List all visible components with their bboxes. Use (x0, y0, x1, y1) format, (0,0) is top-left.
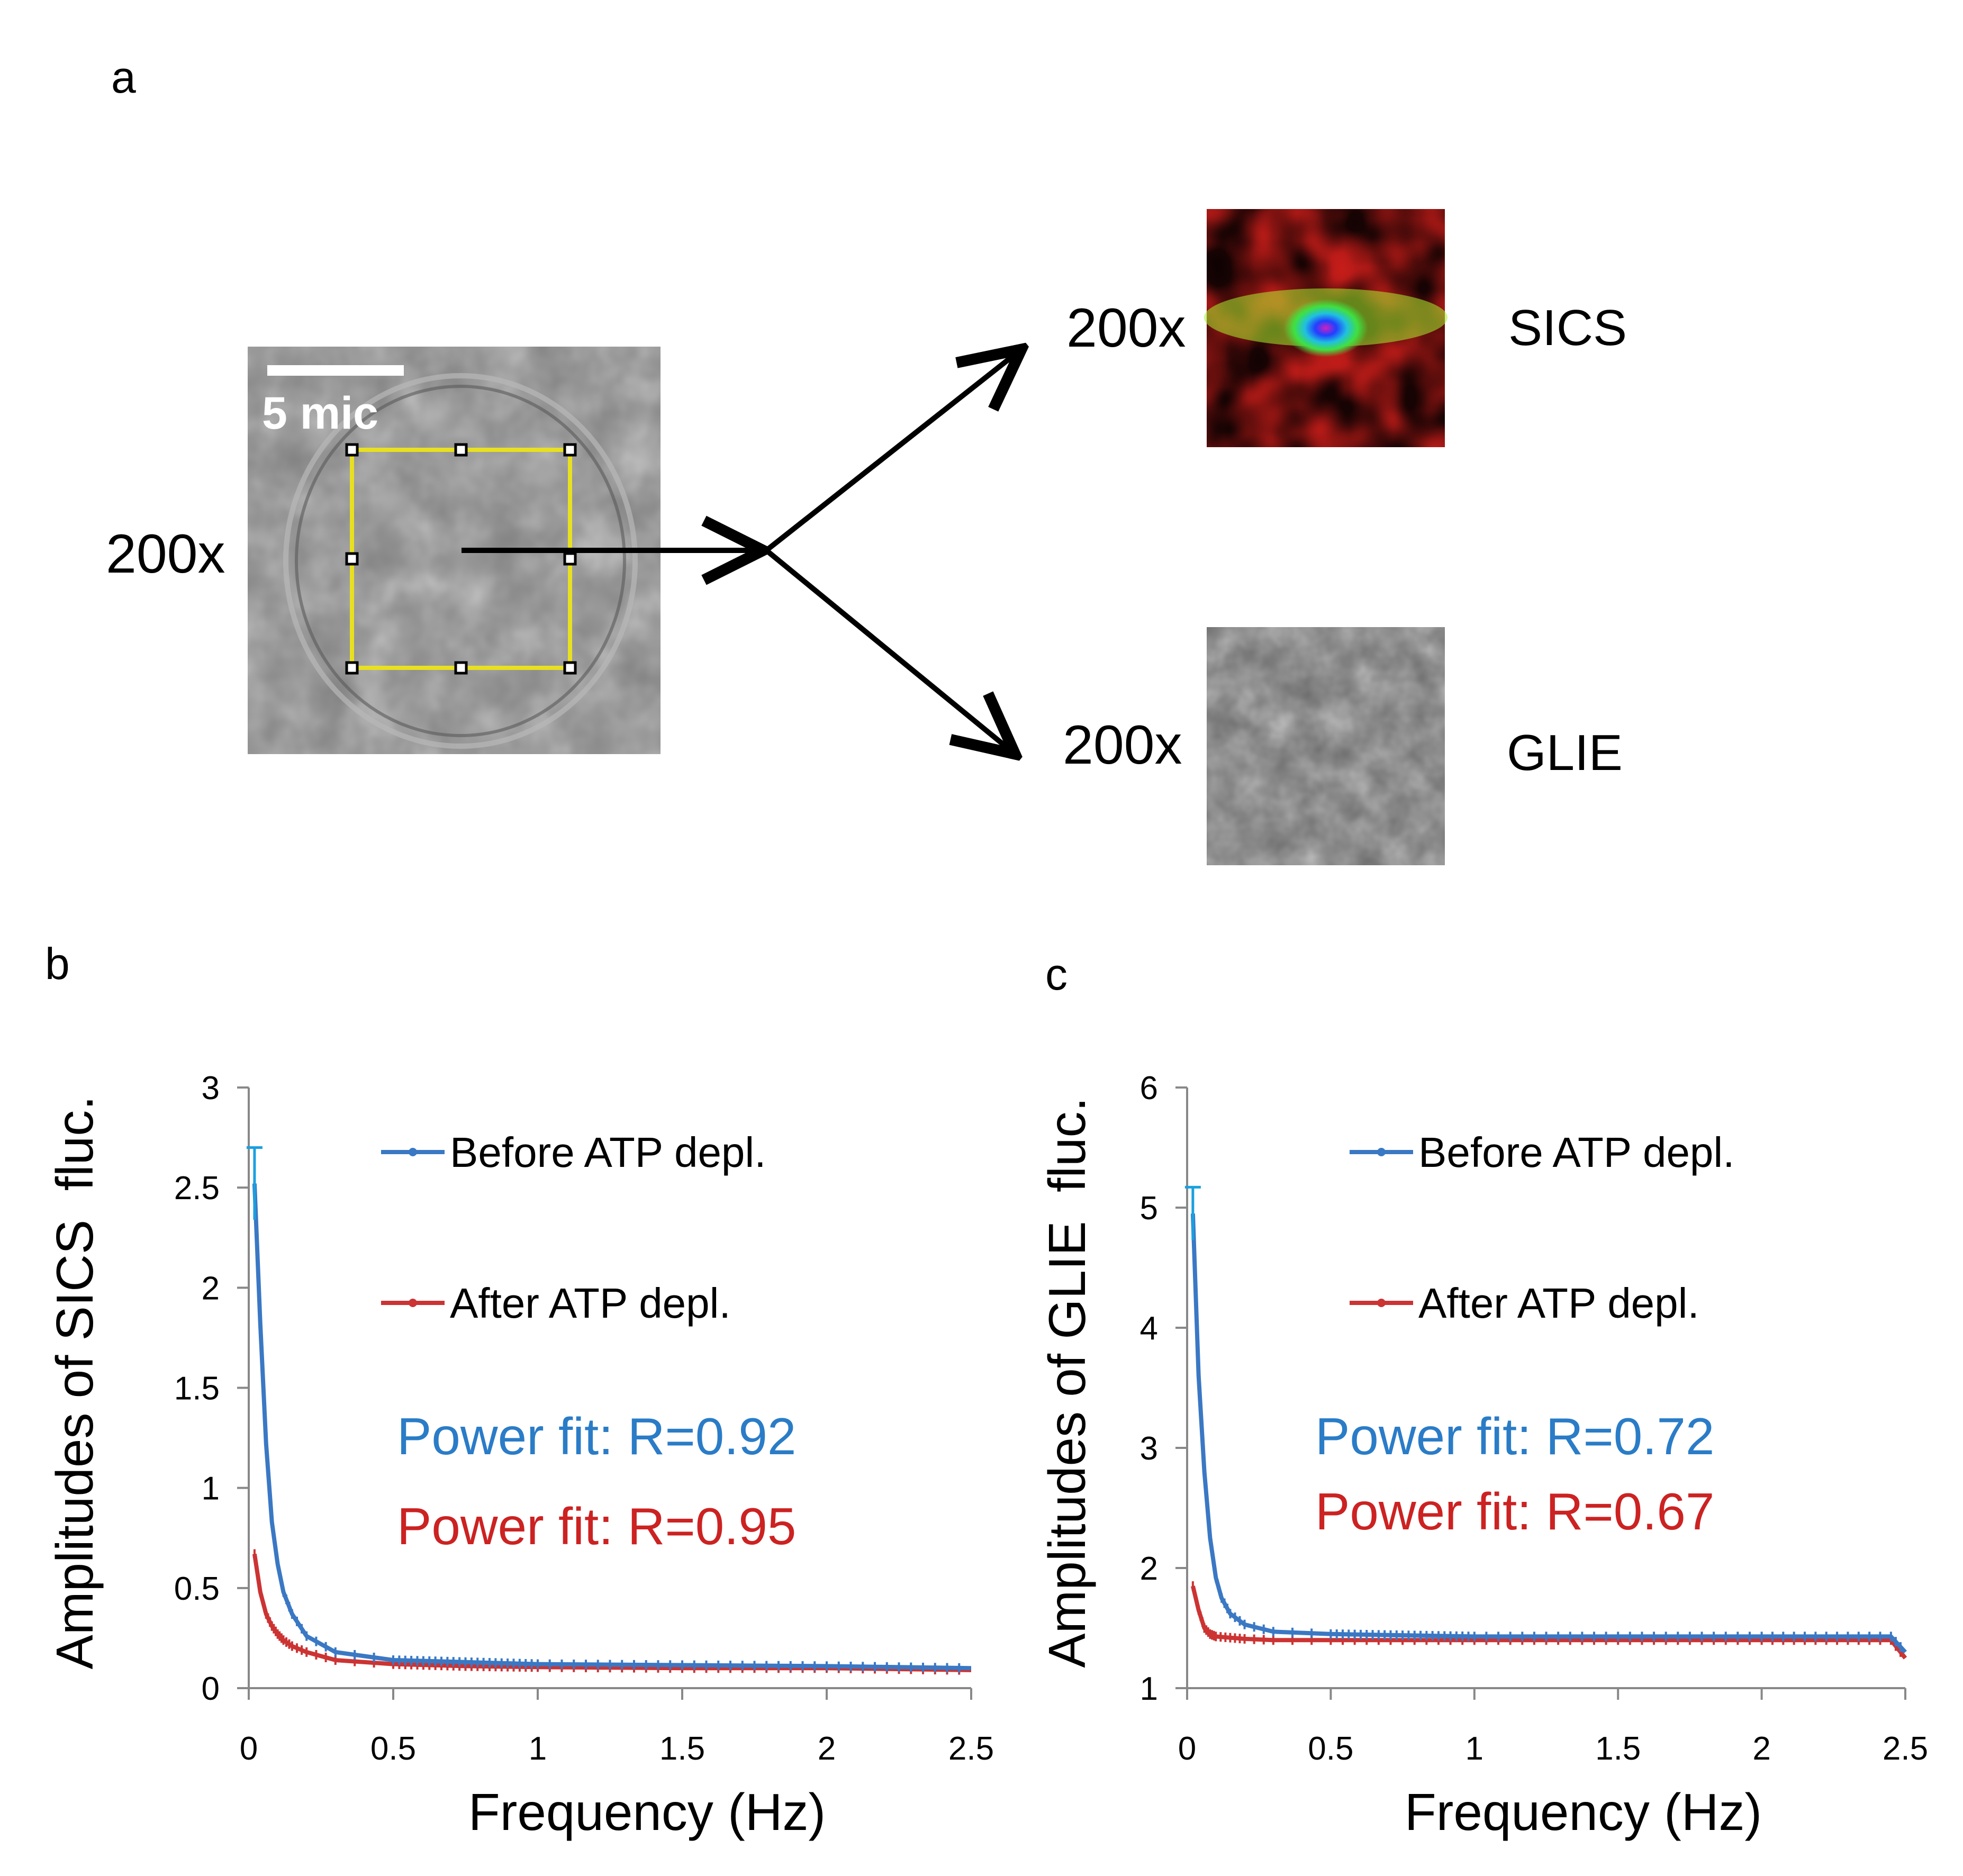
roi-selection-box (345, 443, 577, 675)
y-tick-label: 2 (1140, 1551, 1158, 1587)
glie-magnification-label: 200x (1063, 714, 1182, 776)
y-tick-label: 6 (1140, 1070, 1158, 1107)
x-tick-label: 0 (1178, 1730, 1196, 1767)
power-fit-annotation: Power fit: R=0.67 (1315, 1482, 1714, 1540)
scale-bar (267, 365, 404, 376)
y-tick-label: 5 (1140, 1190, 1158, 1227)
scale-bar-label: 5 mic (262, 388, 378, 439)
x-tick-label: 0 (240, 1730, 258, 1767)
legend-marker (1377, 1299, 1386, 1307)
arrow-to-glie (764, 548, 1015, 754)
x-tick-label: 1.5 (659, 1730, 705, 1767)
y-tick-label: 1 (202, 1471, 220, 1507)
y-tick-label: 1.5 (174, 1371, 220, 1407)
x-tick-label: 2 (1752, 1730, 1770, 1767)
glie-map-image (1207, 627, 1445, 865)
panel-b-letter: b (45, 939, 70, 989)
legend-label: Before ATP depl. (1418, 1129, 1734, 1176)
x-tick-label: 2.5 (948, 1730, 994, 1767)
legend-label: After ATP depl. (1418, 1280, 1699, 1327)
power-fit-annotation: Power fit: R=0.95 (397, 1497, 796, 1555)
y-tick-label: 2 (202, 1270, 220, 1307)
y-tick-label: 4 (1140, 1310, 1158, 1347)
x-tick-label: 1 (529, 1730, 547, 1767)
y-tick-label: 0.5 (174, 1571, 220, 1607)
y-tick-label: 0 (202, 1671, 220, 1707)
y-tick-label: 3 (1140, 1430, 1158, 1467)
x-tick-label: 2.5 (1883, 1730, 1928, 1767)
sics-magnification-label: 200x (1066, 297, 1186, 359)
chart-b: b 0 0.5 1 1.5 2 2.5 3 0 0.5 1 1.5 2 2.5 Frequency (Hz)… (45, 939, 994, 1841)
x-axis-title: Frequency (Hz) (1405, 1783, 1762, 1841)
legend-marker (1377, 1148, 1386, 1156)
power-fit-annotation: Power fit: R=0.92 (397, 1407, 796, 1465)
legend-label: Before ATP depl. (450, 1129, 766, 1176)
glie-method-label: GLIE (1507, 724, 1623, 781)
arrow-to-sics (764, 349, 1021, 552)
y-axis-title: Amplitudes of SICS fluc. (46, 1096, 104, 1670)
sics-method-label: SICS (1508, 300, 1627, 356)
chart-c: c 1 2 3 4 5 6 0 0.5 1 1.5 2 2.5 Frequency (Hz) Amplitu… (1038, 949, 1928, 1841)
legend-marker (409, 1148, 417, 1156)
series-line-after (252, 1553, 972, 1672)
panel-a-letter: a (111, 52, 136, 102)
x-tick-label: 1 (1466, 1730, 1483, 1767)
input-magnification-label: 200x (106, 523, 225, 585)
x-tick-label: 1.5 (1595, 1730, 1641, 1767)
y-tick-label: 1 (1140, 1671, 1158, 1707)
power-fit-annotation: Power fit: R=0.72 (1315, 1407, 1714, 1465)
y-tick-label: 2.5 (174, 1170, 220, 1207)
y-axis-title: Amplitudes of GLIE fluc. (1038, 1097, 1096, 1667)
x-tick-label: 2 (818, 1730, 836, 1767)
flow-arrows (462, 349, 1021, 754)
panel-c-letter: c (1045, 949, 1068, 999)
y-tick-label: 3 (202, 1070, 220, 1107)
sics-map-image (1204, 209, 1448, 447)
x-axis-title: Frequency (Hz) (468, 1783, 826, 1841)
x-tick-label: 0.5 (1308, 1730, 1353, 1767)
legend-marker (409, 1299, 417, 1307)
series-line-after (1191, 1585, 1907, 1660)
legend-label: After ATP depl. (450, 1280, 731, 1327)
x-tick-label: 0.5 (370, 1730, 416, 1767)
